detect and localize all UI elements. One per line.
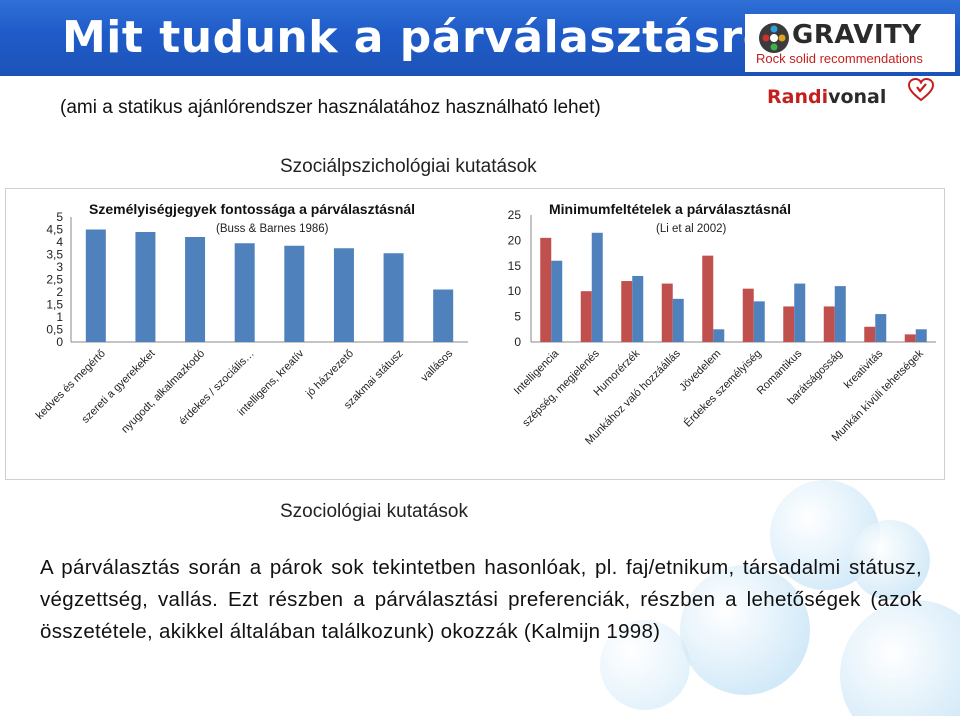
gravity-brand-name: GRAVITY: [792, 20, 922, 50]
chart2-bar: [540, 237, 552, 342]
chart2-bar: [580, 291, 592, 342]
randivonal-logo-part1: Randi: [767, 86, 829, 108]
chart1-x-tick-label: vallásos: [419, 347, 456, 384]
charts-panel: 0 0,5 1 1,5 2 2,5 3 3,5 4 4,5 5 Személyiségjegyek f…: [5, 188, 945, 480]
heart-icon: [908, 78, 934, 102]
chart2-bar: [713, 329, 725, 342]
chart1-x-tick-label: jó házvezető: [303, 348, 356, 401]
chart1-y-tick-label: 2: [56, 285, 63, 299]
chart2-bar: [621, 281, 633, 342]
chart2-bar: [783, 306, 795, 342]
chart2-y-tick-label: 25: [508, 208, 522, 222]
randivonal-logo-part2: vonal: [828, 86, 887, 108]
chart1-y-tick-label: 3,5: [46, 248, 63, 262]
chart2-y-tick-label: 20: [508, 233, 522, 247]
chart1-y-tick-label: 0,5: [46, 323, 63, 337]
chart2-y-tick-label: 0: [514, 335, 521, 349]
chart1-bar: [234, 243, 255, 342]
chart2-x-tick-label: szépség, megjelenés: [520, 347, 602, 429]
chart1-y-tick-label: 1,5: [46, 298, 63, 312]
charts-svg: 00,511,522,533,544,55 Személyiségjegyek f…: [34, 201, 936, 447]
chart1-y-tick-label: 2,5: [46, 273, 63, 287]
chart2-bar: [632, 275, 644, 342]
chart2-y-tick-label: 15: [508, 259, 522, 273]
chart2-bar: [915, 329, 927, 342]
chart2-x-tick-label: Érdekes személyiség: [681, 347, 764, 430]
chart1-bar: [135, 232, 156, 342]
chart1-bar: [333, 248, 354, 342]
chart2-subtitle: (Li et al 2002): [656, 223, 726, 235]
chart2-bar: [875, 314, 887, 342]
chart1-y-tick-label: 0: [56, 335, 63, 349]
chart1-bar: [85, 229, 106, 342]
chart2-bar: [551, 260, 563, 342]
bubble: [850, 520, 930, 600]
chart2-bar: [864, 326, 876, 342]
chart1-bar: [185, 237, 206, 342]
bubble: [600, 620, 690, 710]
chart1-y-tick-label: 1: [56, 310, 63, 324]
chart2-y-tick-label: 10: [508, 284, 522, 298]
randivonal-logo: Randivonal: [767, 86, 886, 108]
section-label-sociology: Szociológiai kutatások: [280, 501, 468, 522]
chart2-bar: [904, 334, 916, 342]
slide-title: Mit tudunk a párválasztásról: [62, 12, 790, 63]
body-paragraph: A párválasztás során a párok sok tekinte…: [40, 556, 922, 643]
section-label-social-psychology: Szociálpszichológiai kutatások: [280, 156, 537, 177]
decorative-bubbles: [560, 470, 960, 716]
chart1-x-tick-label: nyugodt, alkalmazkodó: [119, 348, 207, 436]
chart1-title: Személyiségjegyek fontossága a párválasz…: [89, 201, 415, 217]
chart2-bar: [753, 301, 765, 342]
chart1-bar: [284, 245, 305, 342]
chart2-bar: [794, 283, 806, 342]
title-banner: Mit tudunk a párválasztásról GRAVITY Roc…: [0, 0, 960, 76]
chart2-bar: [834, 286, 846, 342]
chart2-bar: [742, 288, 754, 342]
chart2-y-tick-label: 5: [514, 310, 521, 324]
chart2-bar: [672, 298, 684, 342]
chart2-bar: [661, 283, 673, 342]
chart2-bar: [823, 306, 835, 342]
chart1-y-tick-label: 4,5: [46, 223, 63, 237]
chart1-y-tick-label: 5: [56, 210, 63, 224]
bubble: [680, 565, 810, 695]
chart1-bar: [433, 289, 454, 342]
chart2-bar: [702, 255, 714, 342]
chart1-subtitle: (Buss & Barnes 1986): [216, 223, 329, 235]
chart1-y-tick-label: 4: [56, 235, 63, 249]
gravity-tagline: Rock solid recommendations: [756, 51, 923, 66]
chart1-y-tick-label: 3: [56, 260, 63, 274]
film-reel-icon: [759, 23, 789, 53]
subtitle: (ami a statikus ajánlórendszer használat…: [60, 97, 601, 118]
chart2-bar: [591, 232, 603, 342]
chart1-bar: [383, 253, 404, 342]
chart2-title: Minimumfeltételek a párválasztásnál: [549, 201, 791, 217]
